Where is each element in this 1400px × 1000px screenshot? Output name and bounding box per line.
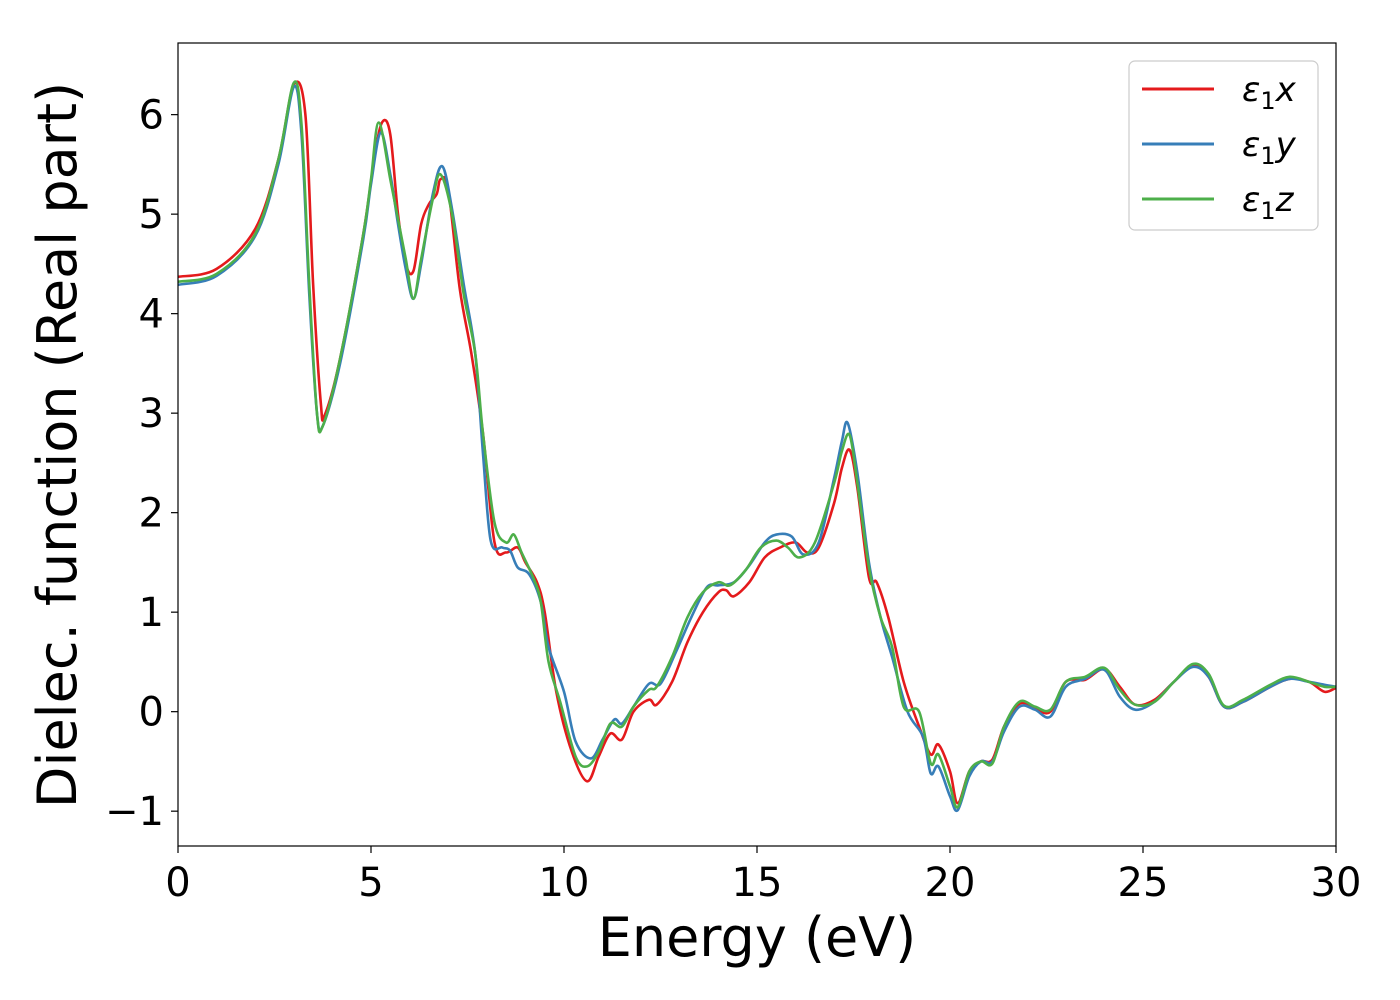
- y-tick-label: 1: [139, 590, 164, 636]
- x-tick-label: 25: [1118, 860, 1169, 906]
- x-axis-label: Energy (eV): [598, 906, 917, 969]
- x-tick-label: 5: [358, 860, 383, 906]
- x-axis-ticks: 0 5 10 15 20 25 30: [165, 846, 1361, 906]
- series-line-z: [178, 80, 1336, 809]
- legend-box: [1128, 60, 1319, 231]
- y-tick-label: −1: [105, 789, 164, 835]
- legend-label-x: ε1x: [1242, 70, 1297, 115]
- x-tick-label: 30: [1311, 860, 1362, 906]
- legend: ε1x ε1y ε1z: [1128, 60, 1319, 231]
- y-tick-label: 3: [139, 391, 164, 437]
- y-tick-label: 5: [139, 192, 164, 238]
- x-tick-label: 15: [732, 860, 783, 906]
- y-tick-label: 0: [139, 690, 164, 736]
- x-tick-label: 20: [925, 860, 976, 906]
- legend-label-z: ε1z: [1242, 180, 1295, 225]
- y-axis-ticks: −1 0 1 2 3 4 5 6: [105, 93, 178, 835]
- legend-label-y: ε1y: [1242, 125, 1297, 170]
- y-axis-label: Dielec. function (Real part): [26, 82, 89, 808]
- x-tick-label: 0: [165, 860, 190, 906]
- x-tick-label: 10: [539, 860, 590, 906]
- series-layer: [178, 80, 1336, 813]
- y-tick-label: 6: [139, 93, 164, 139]
- y-tick-label: 2: [139, 491, 164, 537]
- y-tick-label: 4: [139, 292, 164, 338]
